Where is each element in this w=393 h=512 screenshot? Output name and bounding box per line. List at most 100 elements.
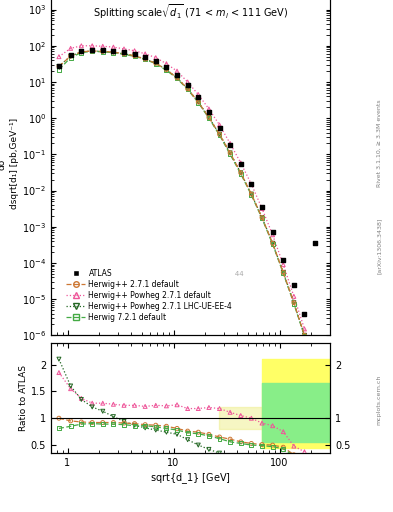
Point [121,419,127,427]
Point [89,403,95,411]
Point [78,48,84,56]
Point [163,66,169,74]
Point [217,130,223,138]
Point [163,66,169,74]
Point [184,84,191,93]
Point [270,239,276,247]
Point [142,55,148,63]
Point [217,404,223,413]
Point [259,214,265,222]
Point [238,412,244,420]
Point [291,292,297,301]
Point [89,47,95,55]
Point [68,51,74,59]
Text: Rivet 3.1.10, ≥ 3.3M events: Rivet 3.1.10, ≥ 3.3M events [377,99,382,187]
Point [248,180,255,188]
Point [110,413,117,421]
Point [131,52,138,60]
X-axis label: $\mathregular{sqrt\{d\_1\}}$ [GeV]: $\mathregular{sqrt\{d\_1\}}$ [GeV] [150,471,231,485]
Point [291,298,297,307]
Point [184,84,191,93]
Point [238,439,244,447]
Point [110,48,117,56]
Point [56,66,62,74]
Point [56,414,62,422]
Point [174,74,180,82]
Point [184,86,191,94]
Point [89,419,95,428]
Point [56,62,62,71]
Point [99,407,106,415]
Point [121,50,127,58]
Point [110,49,117,57]
Point [110,43,117,51]
Point [78,395,84,403]
Point [227,141,233,149]
Point [110,400,117,409]
Point [217,131,223,139]
Point [270,442,276,451]
Point [217,435,223,443]
Point [174,71,180,79]
Point [152,57,159,65]
Point [291,298,297,307]
Point [131,401,138,410]
Point [280,428,286,436]
Point [99,420,106,428]
Point [121,417,127,425]
Point [142,50,148,58]
Point [89,418,95,426]
Point [195,98,202,106]
Point [227,408,233,416]
Point [78,418,84,426]
Point [110,420,117,428]
Point [301,454,308,462]
Point [195,98,202,106]
Point [238,159,244,167]
Point [68,52,74,60]
Point [78,420,84,428]
Point [280,445,286,453]
Point [68,382,74,390]
Point [152,401,159,410]
Point [195,441,202,449]
Point [248,190,255,198]
Point [56,369,62,377]
Point [184,427,191,435]
Point [301,325,308,333]
Point [270,441,276,449]
Point [131,52,138,60]
Text: mcplots.cern.ch: mcplots.cern.ch [377,374,382,424]
Point [99,48,106,56]
Point [312,366,318,374]
Point [68,417,74,425]
Point [152,59,159,67]
Point [227,149,233,157]
Point [152,423,159,431]
Point [259,214,265,222]
Point [312,239,318,247]
Point [195,91,202,99]
Point [184,80,191,89]
Point [301,332,308,340]
Point [301,447,308,456]
Point [131,47,138,55]
Point [217,130,223,138]
Point [206,403,212,412]
Point [174,74,180,82]
Point [291,442,297,450]
Point [259,440,265,449]
Point [142,420,148,429]
Point [121,48,127,56]
Point [78,49,84,57]
Point [56,424,62,433]
Point [238,168,244,177]
Point [227,438,233,446]
Point [184,78,191,86]
Point [142,55,148,63]
Point [206,114,212,122]
Point [78,41,84,50]
Point [217,123,223,132]
Text: Splitting scale$\sqrt{d_1}$ (71 < $m_l$ < 111 GeV): Splitting scale$\sqrt{d_1}$ (71 < $m_l$ … [93,3,288,22]
Point [227,149,233,157]
